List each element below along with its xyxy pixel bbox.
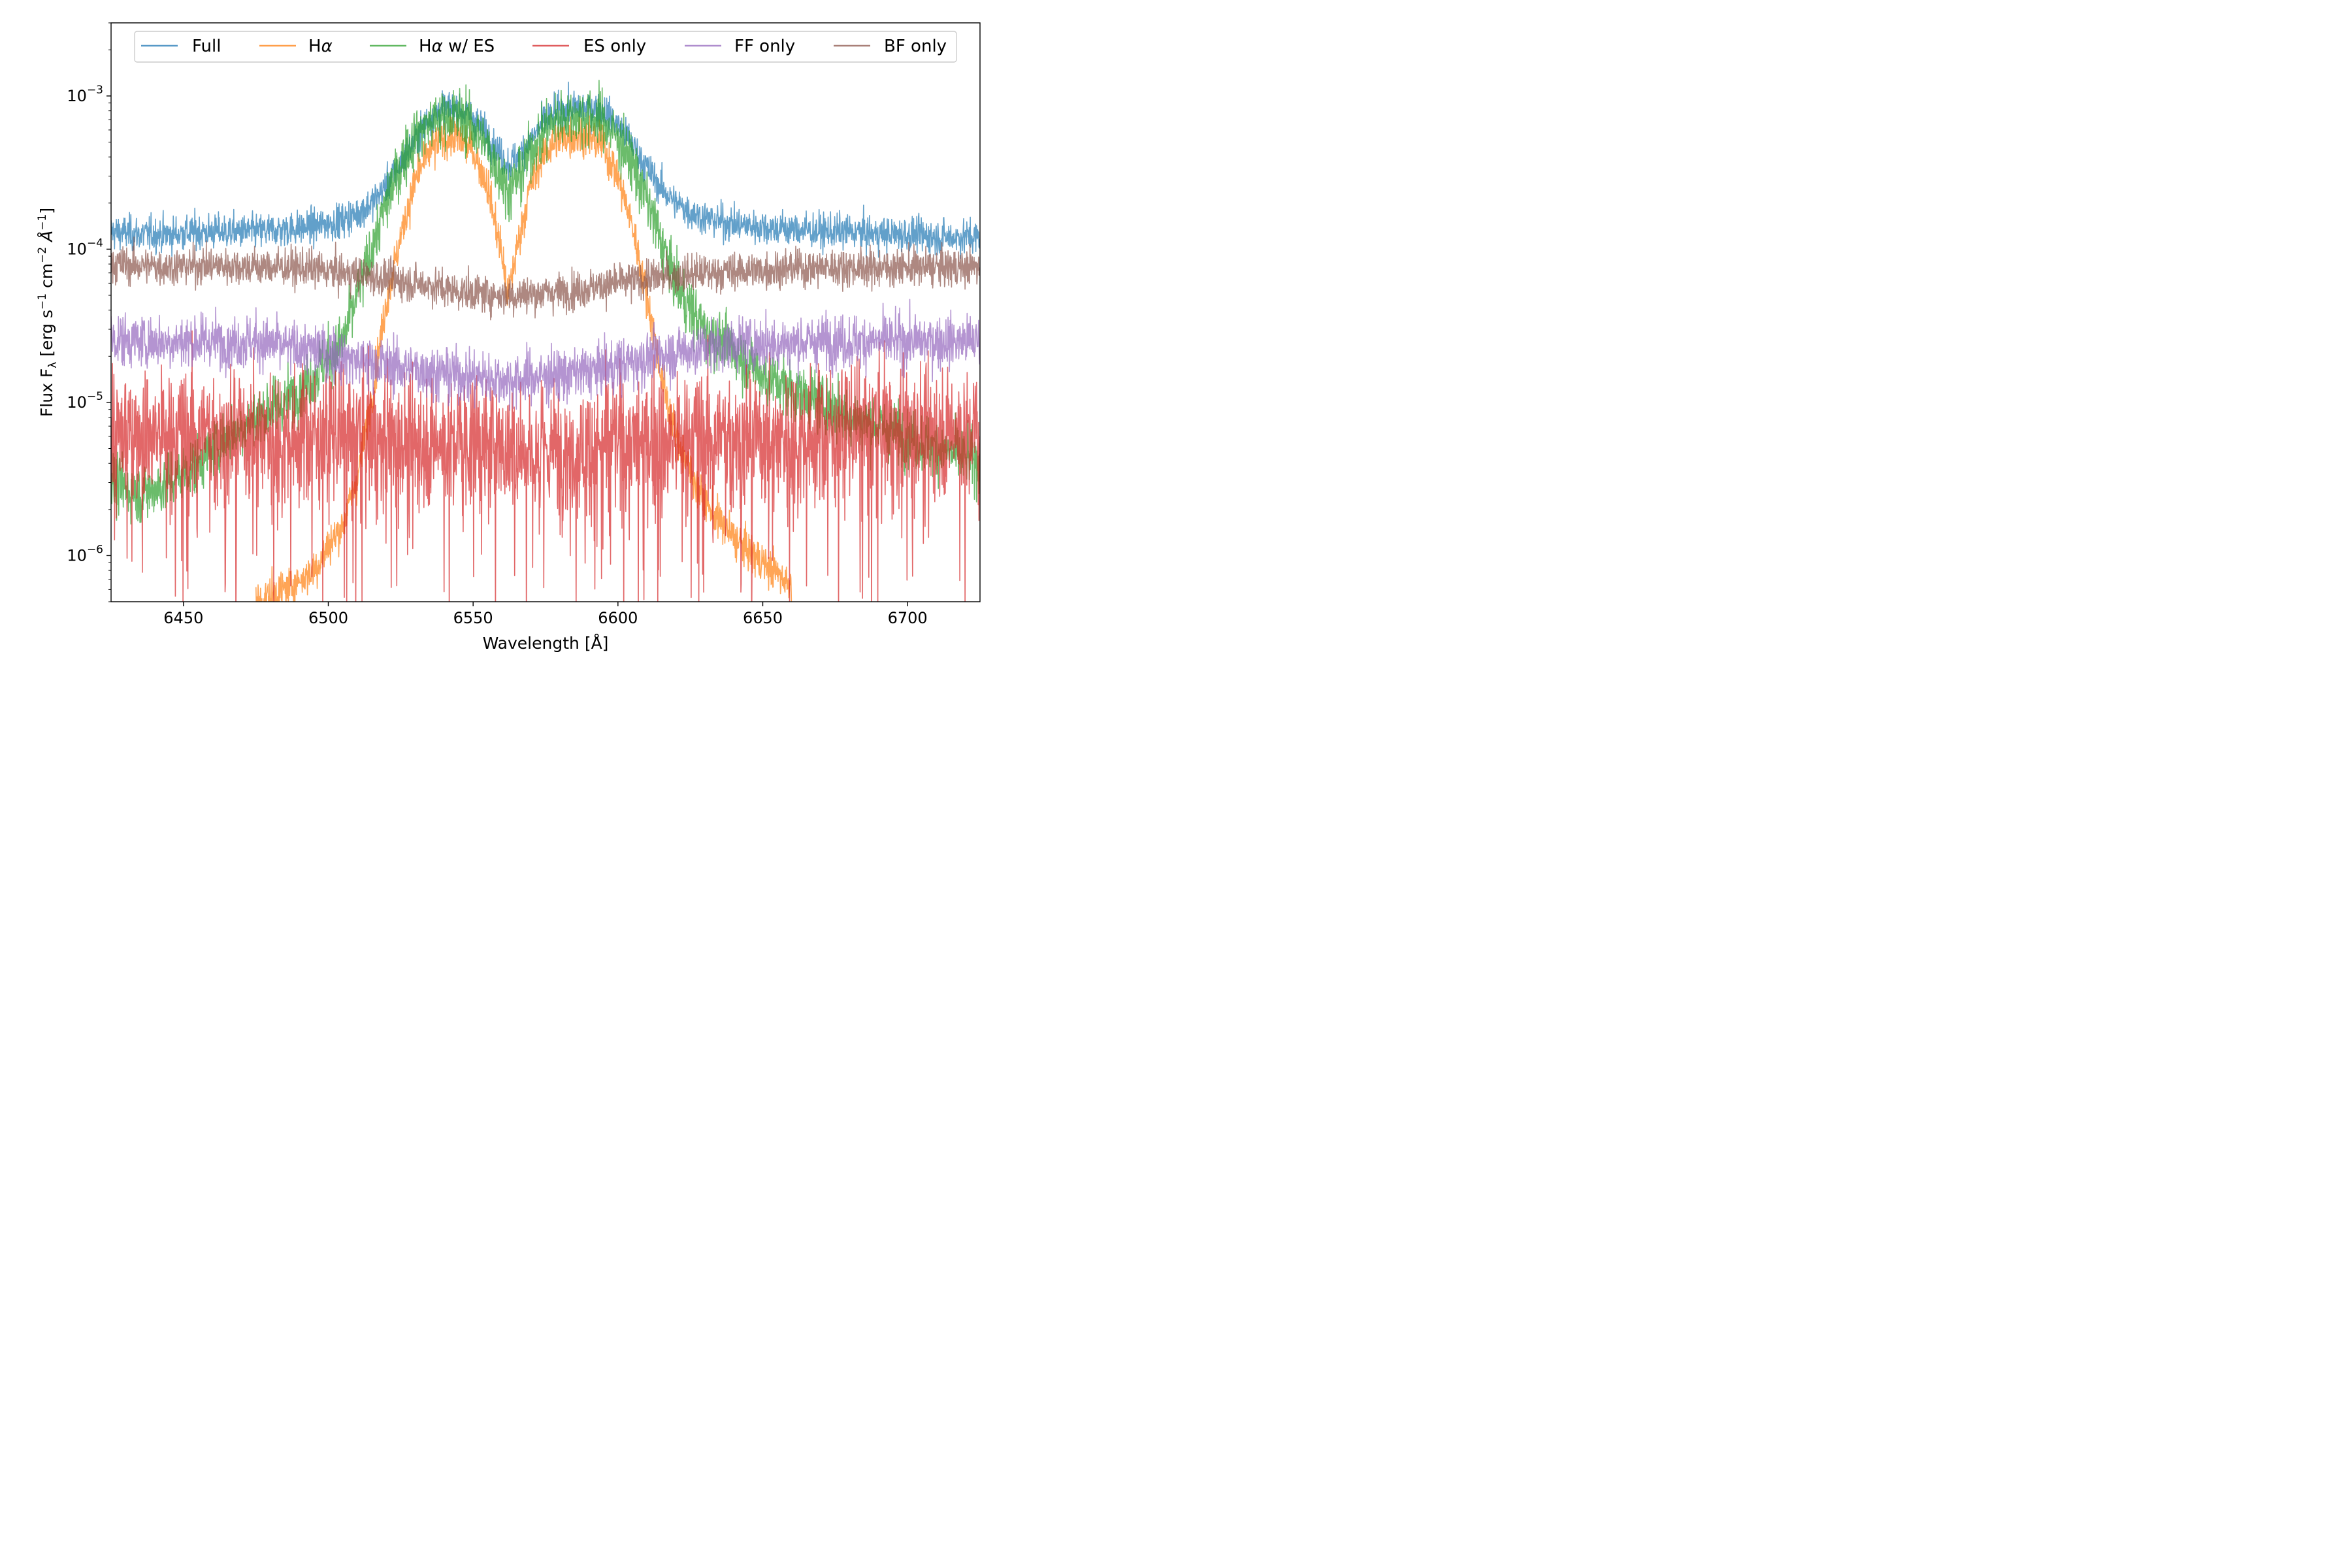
plot-frame	[110, 22, 981, 602]
y-tick-label: 10−6	[67, 543, 103, 564]
x-tick-label: 6450	[163, 609, 203, 627]
x-tick-label: 6600	[598, 609, 638, 627]
x-tick-label: 6650	[743, 609, 783, 627]
x-tick-label: 6550	[453, 609, 493, 627]
flux-spectrum-chart: 6450 6500 6550 6600 6650 6700 10−610−510−410−…	[0, 0, 1014, 676]
legend-label: Hα	[308, 37, 333, 56]
y-tick-label: 10−4	[67, 237, 103, 258]
legend-label: FF only	[734, 37, 795, 56]
legend: Full Hα Hα w/ ES ES only FF only BF only	[134, 31, 957, 63]
x-tick-label: 6700	[888, 609, 928, 627]
legend-label: Hα w/ ES	[419, 37, 495, 56]
legend-frame	[134, 31, 957, 63]
y-tick-label: 10−3	[67, 84, 103, 105]
x-axis: 6450 6500 6550 6600 6650 6700	[163, 602, 928, 627]
y-axis-label: Flux Fλ [erg s−1 cm−2 Å−1]	[36, 208, 59, 417]
x-tick-label: 6500	[308, 609, 348, 627]
legend-label: Full	[192, 37, 221, 56]
y-axis: 10−6 10−5 10−4 10−3	[67, 22, 111, 602]
series-line-es-only	[111, 330, 980, 602]
legend-label: ES only	[583, 37, 646, 56]
y-tick-label: 10−5	[67, 390, 103, 412]
series-line-bf-only	[111, 237, 980, 321]
series-line-ff-only	[111, 299, 980, 411]
x-axis-label: Wavelength [Å]	[483, 634, 609, 653]
series-layer	[111, 80, 980, 602]
legend-label: BF only	[884, 37, 947, 56]
